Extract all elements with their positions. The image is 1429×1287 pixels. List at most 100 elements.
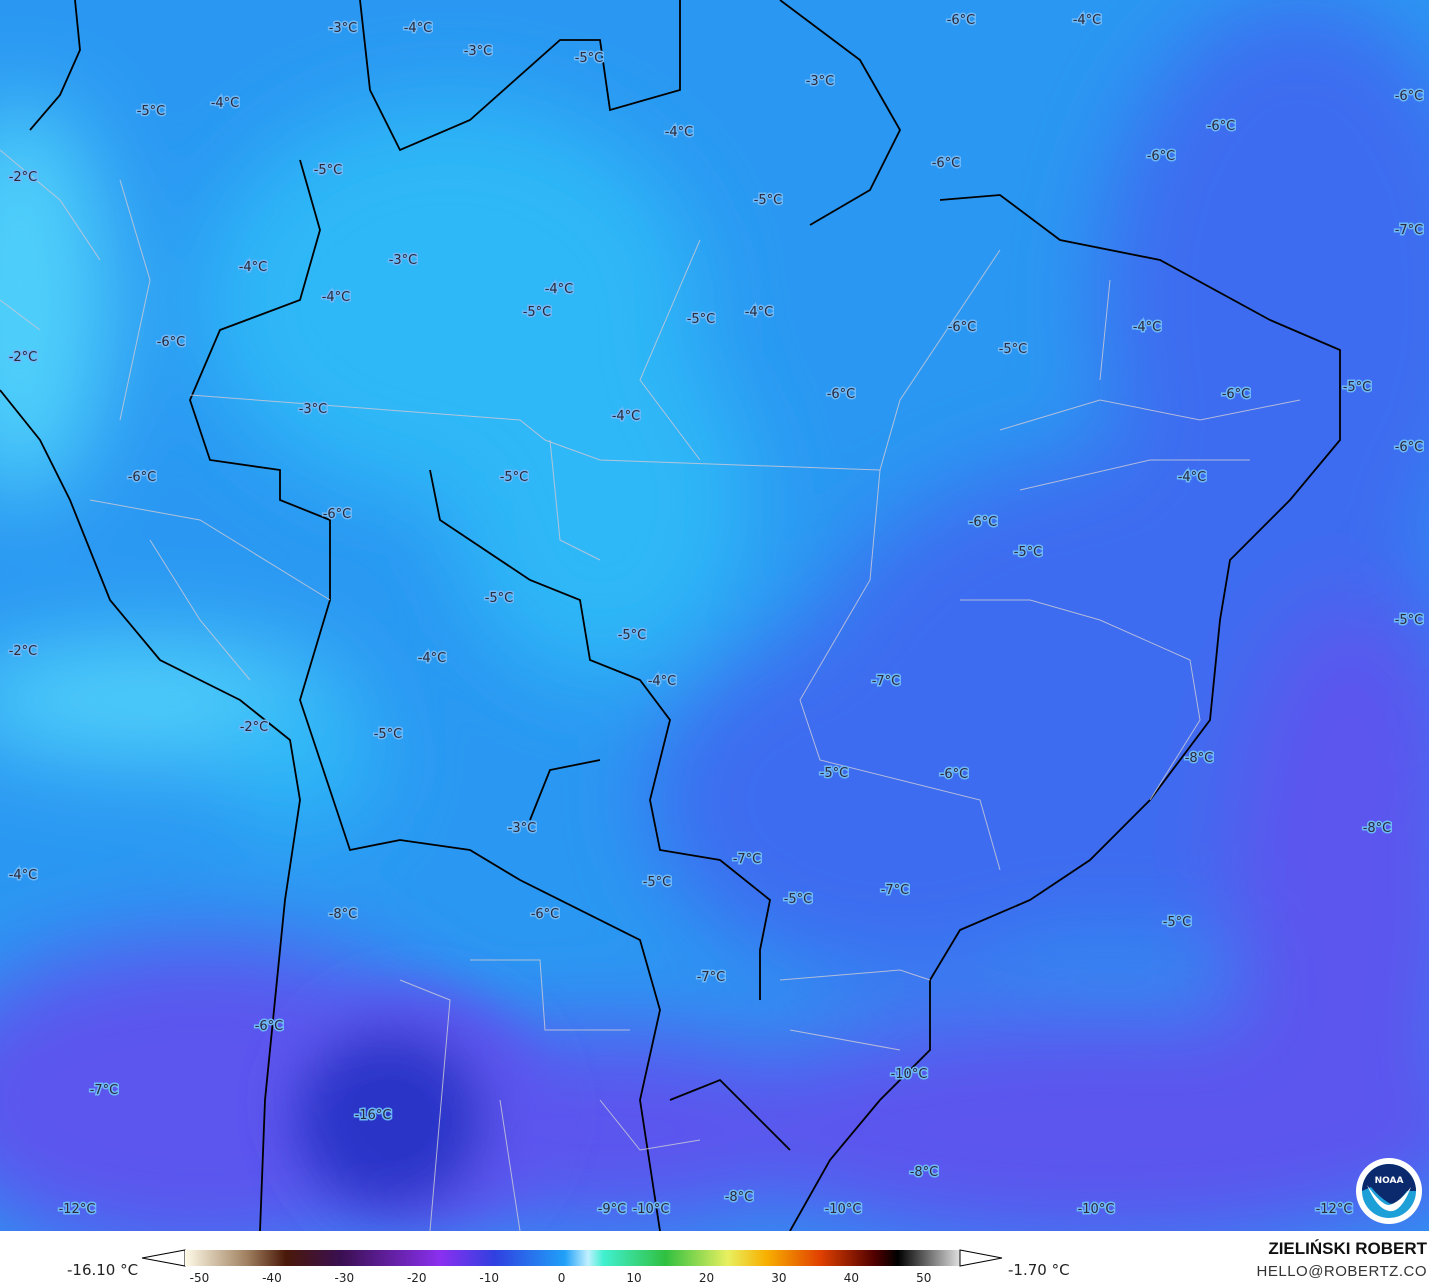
contour-label: -4°C bbox=[404, 21, 433, 36]
contour-label: -4°C bbox=[322, 290, 351, 305]
noaa-logo: NOAA bbox=[1356, 1158, 1422, 1224]
contour-label: -5°C bbox=[1014, 545, 1043, 560]
contour-label: -5°C bbox=[137, 104, 166, 119]
contour-label: -4°C bbox=[1178, 470, 1207, 485]
contour-label: -10°C bbox=[1078, 1202, 1115, 1217]
colorbar-tick: 20 bbox=[698, 1271, 715, 1285]
contour-label: -3°C bbox=[299, 402, 328, 417]
contour-label: -6°C bbox=[1395, 89, 1424, 104]
state-borders bbox=[0, 149, 1301, 1231]
contour-label: -5°C bbox=[1343, 380, 1372, 395]
contour-label: -3°C bbox=[389, 253, 418, 268]
contour-label: -4°C bbox=[648, 674, 677, 689]
contour-label: -6°C bbox=[932, 156, 961, 171]
temperature-field bbox=[650, 620, 1150, 980]
contour-label: -6°C bbox=[157, 335, 186, 350]
contour-label: -8°C bbox=[910, 1165, 939, 1180]
colorbar-tick: -50 bbox=[189, 1271, 210, 1285]
colorbar-tick: 0 bbox=[557, 1271, 566, 1285]
contour-label: -7°C bbox=[881, 883, 910, 898]
contour-label: -4°C bbox=[1073, 13, 1102, 28]
contour-label: -12°C bbox=[59, 1202, 96, 1217]
contour-label: -10°C bbox=[891, 1067, 928, 1082]
contour-label: -6°C bbox=[1222, 387, 1251, 402]
contour-label: -10°C bbox=[633, 1202, 670, 1217]
contour-label: -6°C bbox=[1207, 119, 1236, 134]
contour-label: -7°C bbox=[872, 674, 901, 689]
contour-label: -8°C bbox=[1185, 751, 1214, 766]
legend: -16.10 °C -50 -40 -30 -20 -10 0 10 20 30 40 50 -1.… bbox=[0, 1231, 1429, 1287]
min-value: -16.10 °C bbox=[67, 1261, 139, 1279]
contour-label: -6°C bbox=[940, 767, 969, 782]
colorbar-tick: 40 bbox=[843, 1271, 859, 1285]
contour-label: -3°C bbox=[508, 821, 537, 836]
contour-label: -3°C bbox=[464, 44, 493, 59]
contour-label: -5°C bbox=[687, 312, 716, 327]
svg-text:NOAA: NOAA bbox=[1375, 1176, 1404, 1186]
contour-label: -12°C bbox=[1316, 1202, 1353, 1217]
colorbar-tick: 30 bbox=[771, 1271, 787, 1285]
contour-label: -4°C bbox=[418, 651, 447, 666]
temperature-field bbox=[700, 1010, 1429, 1231]
contour-label: -5°C bbox=[485, 591, 514, 606]
contour-label: -10°C bbox=[825, 1202, 862, 1217]
contour-label: -7°C bbox=[697, 970, 726, 985]
contour-label: -5°C bbox=[374, 727, 403, 742]
colorbar-tick: 10 bbox=[626, 1271, 642, 1285]
country-borders bbox=[0, 0, 1341, 1231]
colorbar-tick: -20 bbox=[406, 1271, 427, 1285]
contour-label: -3°C bbox=[329, 21, 358, 36]
contour-label: -5°C bbox=[1163, 915, 1192, 930]
contour-label: -4°C bbox=[545, 282, 574, 297]
contour-label: -4°C bbox=[1133, 320, 1162, 335]
contour-label: -6°C bbox=[1147, 149, 1176, 164]
temperature-map: -3°C -4°C -3°C -5°C -6°C -4°C -6°C -3°C -5°C -4°C… bbox=[0, 0, 1429, 1231]
author-credit: ZIELIŃSKI ROBERT bbox=[1268, 1239, 1427, 1258]
colorbar-tick: -10 bbox=[479, 1271, 500, 1285]
contour-label: -6°C bbox=[948, 320, 977, 335]
contour-label: -7°C bbox=[1395, 223, 1424, 238]
contour-label: -5°C bbox=[754, 193, 783, 208]
contour-label: -4°C bbox=[211, 96, 240, 111]
contour-label: -6°C bbox=[827, 387, 856, 402]
contour-label: -16°C bbox=[355, 1108, 392, 1123]
contour-label: -5°C bbox=[643, 875, 672, 890]
contour-label: -4°C bbox=[239, 260, 268, 275]
contour-label: -2°C bbox=[240, 720, 269, 735]
contour-label: -5°C bbox=[784, 892, 813, 907]
contour-label: -4°C bbox=[665, 125, 694, 140]
contour-label: -6°C bbox=[255, 1019, 284, 1034]
contour-label: -2°C bbox=[9, 644, 38, 659]
contour-label: -7°C bbox=[90, 1083, 119, 1098]
contour-label: -6°C bbox=[128, 470, 157, 485]
colorbar-tick: -40 bbox=[262, 1271, 282, 1285]
temperature-field bbox=[1100, 0, 1429, 600]
contour-label: -6°C bbox=[531, 907, 560, 922]
author-email[interactable]: HELLO@ROBERTZ.CO bbox=[1256, 1263, 1427, 1280]
contour-label: -3°C bbox=[806, 74, 835, 89]
max-value: -1.70 °C bbox=[1008, 1261, 1070, 1279]
colorbar bbox=[141, 1249, 1003, 1267]
contour-label: -6°C bbox=[969, 515, 998, 530]
temperature-field bbox=[1230, 600, 1429, 1200]
temperature-field bbox=[220, 690, 380, 830]
cold-core-field bbox=[295, 1030, 485, 1210]
contour-label: -5°C bbox=[575, 51, 604, 66]
contour-label: -6°C bbox=[1395, 440, 1424, 455]
contour-label: -5°C bbox=[523, 305, 552, 320]
contour-label: -5°C bbox=[999, 342, 1028, 357]
contour-label: -4°C bbox=[9, 868, 38, 883]
contour-label: -4°C bbox=[612, 409, 641, 424]
contour-label: -2°C bbox=[9, 170, 38, 185]
contour-label: -5°C bbox=[314, 163, 343, 178]
contour-label: -5°C bbox=[500, 470, 529, 485]
temperature-field bbox=[0, 100, 110, 500]
contour-label: -5°C bbox=[618, 628, 647, 643]
contour-label: -7°C bbox=[733, 852, 762, 867]
contour-label: -4°C bbox=[745, 305, 774, 320]
contour-label: -9°C bbox=[598, 1202, 627, 1217]
temperature-field bbox=[450, 320, 750, 680]
contour-label: -6°C bbox=[323, 507, 352, 522]
contour-labels: -3°C -4°C -3°C -5°C -6°C -4°C -6°C -3°C -5°C -4°C… bbox=[7, 12, 1425, 1219]
contour-label: -5°C bbox=[1395, 613, 1424, 628]
